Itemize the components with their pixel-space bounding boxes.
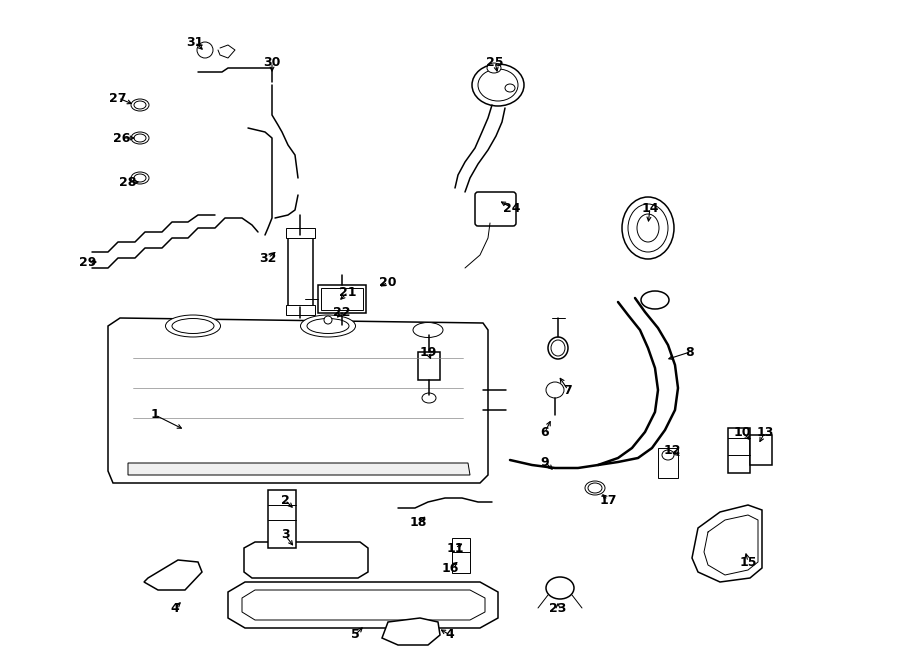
Text: 17: 17	[599, 494, 616, 506]
Polygon shape	[228, 582, 498, 628]
Text: 31: 31	[186, 36, 203, 48]
Bar	[268, 490, 296, 548]
Polygon shape	[242, 590, 485, 620]
Text: 25: 25	[486, 56, 504, 69]
Text: 10: 10	[734, 426, 751, 438]
Ellipse shape	[413, 323, 443, 338]
Ellipse shape	[307, 319, 349, 334]
FancyBboxPatch shape	[475, 192, 516, 226]
Ellipse shape	[134, 174, 146, 182]
Polygon shape	[692, 505, 762, 582]
Text: 9: 9	[541, 455, 549, 469]
Ellipse shape	[131, 99, 149, 111]
Ellipse shape	[131, 172, 149, 184]
Bar	[288, 235, 313, 307]
Text: 8: 8	[686, 346, 694, 358]
Text: 27: 27	[109, 91, 127, 104]
Text: 20: 20	[379, 276, 397, 288]
Ellipse shape	[134, 101, 146, 109]
Text: 3: 3	[281, 529, 289, 541]
Ellipse shape	[588, 483, 602, 493]
Ellipse shape	[662, 450, 674, 460]
Ellipse shape	[472, 64, 524, 106]
Ellipse shape	[131, 132, 149, 144]
Bar	[658, 448, 678, 478]
Ellipse shape	[622, 197, 674, 259]
Ellipse shape	[641, 291, 669, 309]
Polygon shape	[144, 560, 202, 590]
Text: 16: 16	[441, 561, 459, 574]
Bar	[286, 228, 315, 238]
Text: 30: 30	[264, 56, 281, 69]
Bar	[318, 285, 366, 313]
Ellipse shape	[585, 481, 605, 495]
Polygon shape	[108, 318, 488, 483]
Ellipse shape	[422, 393, 436, 403]
Text: 21: 21	[339, 286, 356, 299]
Text: 23: 23	[549, 602, 567, 615]
Bar	[418, 352, 440, 380]
Ellipse shape	[134, 134, 146, 142]
Ellipse shape	[324, 316, 332, 324]
Ellipse shape	[546, 577, 574, 599]
Text: 12: 12	[663, 444, 680, 457]
Text: 2: 2	[281, 494, 290, 506]
Ellipse shape	[197, 42, 213, 58]
Ellipse shape	[551, 340, 565, 356]
Ellipse shape	[487, 63, 501, 73]
Ellipse shape	[628, 204, 668, 252]
Ellipse shape	[546, 382, 564, 398]
Ellipse shape	[548, 337, 568, 359]
Ellipse shape	[478, 69, 518, 101]
Text: 22: 22	[333, 305, 351, 319]
Text: 19: 19	[419, 346, 436, 358]
Bar	[452, 538, 470, 573]
Text: 13: 13	[756, 426, 774, 438]
Text: 29: 29	[79, 256, 96, 268]
Ellipse shape	[166, 315, 220, 337]
Text: 5: 5	[351, 629, 359, 641]
Bar	[321, 288, 363, 310]
Ellipse shape	[301, 315, 356, 337]
Text: 4: 4	[446, 629, 454, 641]
Ellipse shape	[505, 84, 515, 92]
Text: 14: 14	[641, 202, 659, 215]
Bar	[728, 428, 750, 473]
Text: 18: 18	[410, 516, 427, 529]
Bar	[750, 435, 772, 465]
Text: 4: 4	[171, 602, 179, 615]
Text: 24: 24	[503, 202, 521, 215]
Text: 1: 1	[150, 408, 159, 422]
Ellipse shape	[637, 214, 659, 242]
Text: 32: 32	[259, 251, 276, 264]
Ellipse shape	[172, 319, 214, 334]
Text: 7: 7	[563, 383, 572, 397]
Polygon shape	[128, 463, 470, 475]
Text: 6: 6	[541, 426, 549, 438]
Text: 11: 11	[446, 541, 464, 555]
Bar	[286, 305, 315, 315]
Text: 26: 26	[113, 132, 130, 145]
Polygon shape	[244, 542, 368, 578]
Text: 28: 28	[120, 176, 137, 188]
Text: 15: 15	[739, 555, 757, 568]
Polygon shape	[382, 618, 440, 645]
